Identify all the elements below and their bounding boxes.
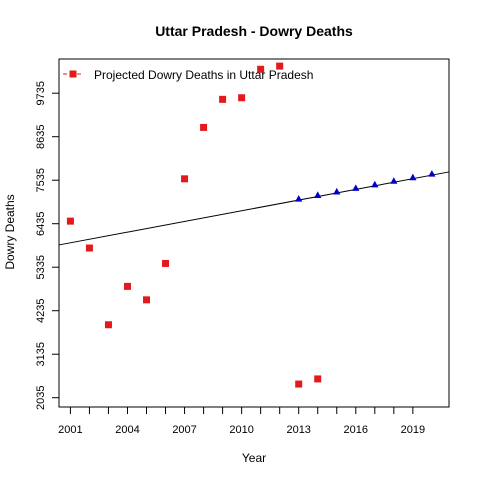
data-point-actual [314, 375, 322, 383]
data-point-projected [333, 187, 341, 195]
x-axis-label: Year [242, 451, 266, 465]
x-tick-label: 2001 [58, 424, 82, 436]
data-point-projected [352, 184, 360, 191]
y-tick-label: 8635 [35, 124, 47, 148]
data-points-layer [66, 62, 436, 388]
data-point-projected [390, 177, 398, 184]
data-point-actual [143, 296, 151, 304]
y-tick-label: 4235 [35, 298, 47, 322]
data-point-actual [257, 65, 265, 73]
data-point-actual [123, 282, 131, 290]
data-point-actual [66, 217, 74, 225]
x-tick-label: 2007 [172, 424, 196, 436]
regression-line [58, 171, 450, 246]
data-point-projected [409, 173, 417, 181]
x-tick-label: 2010 [229, 424, 253, 436]
legend-marker-swatch [69, 70, 77, 78]
data-point-projected [371, 180, 379, 188]
data-point-actual [295, 380, 303, 388]
y-axis-label: Dowry Deaths [3, 194, 17, 269]
x-tick-label: 2004 [115, 424, 139, 436]
y-tick-label: 7535 [35, 168, 47, 192]
data-point-projected [428, 170, 436, 177]
x-tick-label: 2016 [344, 424, 368, 436]
data-point-actual [162, 259, 170, 267]
x-tick-label: 2019 [401, 424, 425, 436]
legend: Projected Dowry Deaths in Uttar Pradesh [63, 68, 313, 82]
data-point-actual [104, 321, 112, 329]
data-point-actual [238, 94, 246, 102]
legend-label: Projected Dowry Deaths in Uttar Pradesh [94, 68, 313, 82]
data-point-actual [200, 123, 208, 131]
x-axis: 2001 2004 2007 2010 2013 2016 2019 [58, 406, 425, 436]
data-point-projected [295, 194, 303, 202]
data-point-actual [276, 62, 284, 70]
data-point-projected [314, 191, 322, 199]
data-point-actual [181, 175, 189, 183]
data-point-actual [219, 95, 227, 103]
trend-line-layer [58, 171, 450, 246]
y-tick-label: 6435 [35, 211, 47, 235]
data-point-actual [85, 244, 93, 252]
y-axis: 2035 3135 4235 5335 6435 7535 8635 9735 [35, 81, 60, 410]
chart-title: Uttar Pradesh - Dowry Deaths [155, 23, 353, 39]
y-tick-label: 9735 [35, 81, 47, 105]
y-tick-label: 2035 [35, 385, 47, 409]
y-tick-label: 5335 [35, 255, 47, 279]
x-tick-label: 2013 [286, 424, 310, 436]
y-tick-label: 3135 [35, 342, 47, 366]
